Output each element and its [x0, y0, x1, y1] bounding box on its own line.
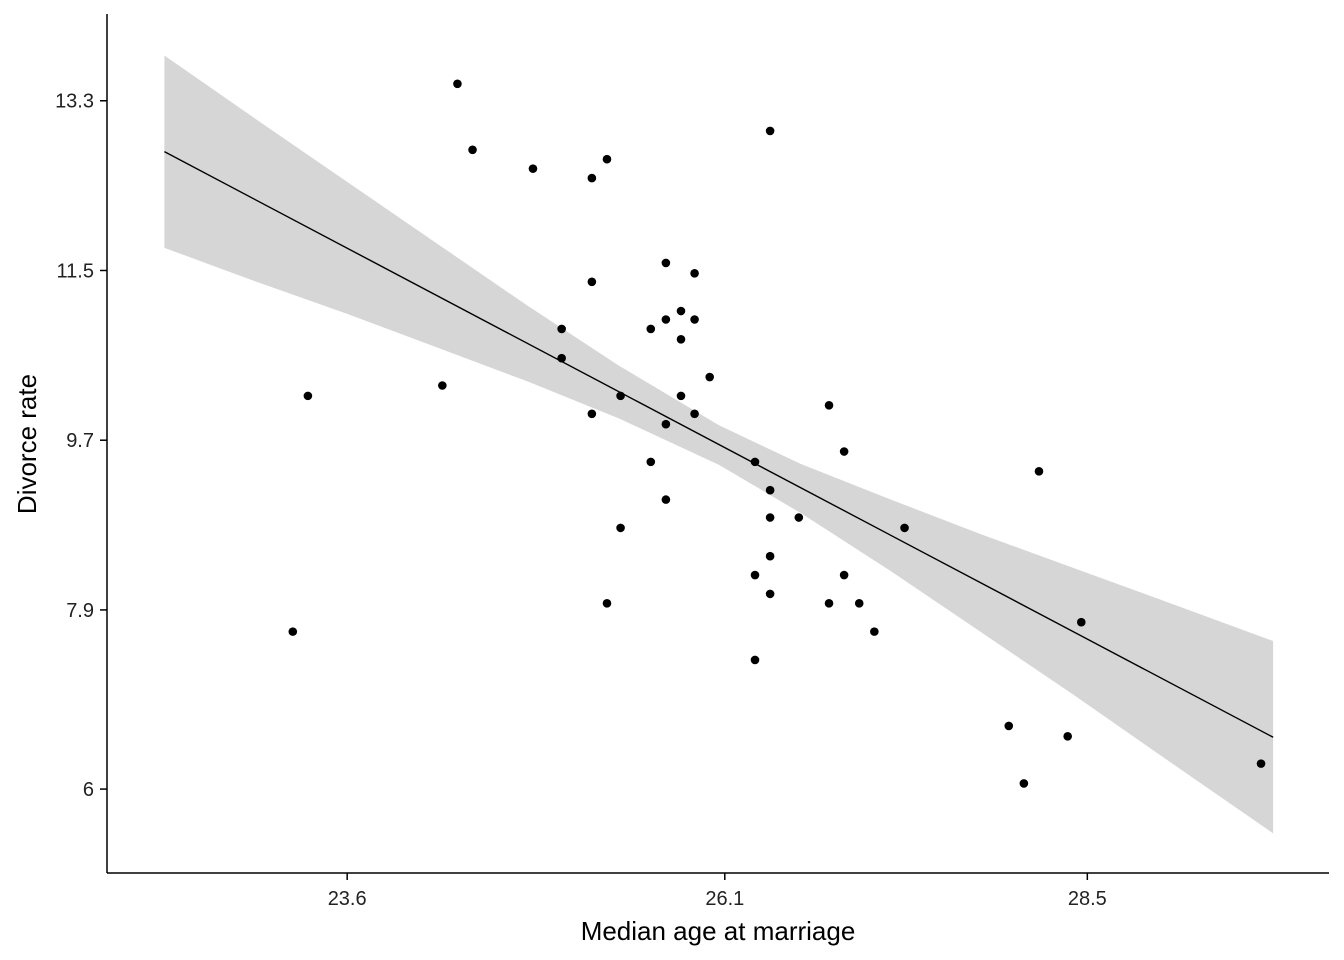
data-point [1256, 759, 1266, 768]
data-point [587, 173, 597, 183]
data-point [870, 627, 879, 636]
data-point [1076, 617, 1086, 627]
data-point [750, 570, 760, 580]
x-tick-label: 23.6 [328, 888, 367, 910]
data-point [900, 523, 909, 533]
data-point [557, 324, 566, 334]
data-point [661, 495, 671, 504]
y-tick-label: 11.5 [57, 260, 94, 282]
data-point [676, 391, 686, 401]
data-point [824, 599, 834, 608]
data-point [765, 513, 775, 522]
data-point [468, 145, 477, 155]
regression-line [164, 151, 1274, 738]
data-point [661, 258, 671, 268]
data-point [602, 154, 612, 164]
y-tick-label: 13.3 [55, 91, 94, 113]
data-point [765, 485, 775, 495]
data-point [646, 457, 656, 467]
data-point [765, 589, 775, 599]
data-point [1063, 731, 1072, 741]
data-point [1034, 467, 1044, 476]
data-point [765, 551, 775, 561]
data-point [854, 599, 864, 608]
data-point [438, 381, 447, 390]
data-point [794, 513, 804, 522]
data-point [824, 401, 834, 410]
points-layer [288, 79, 1266, 788]
fit-line-layer [164, 151, 1274, 738]
data-point [557, 353, 566, 363]
data-point [839, 447, 849, 456]
data-point [676, 306, 686, 316]
y-axis-title: Divorce rate [12, 374, 42, 514]
data-point [750, 457, 760, 467]
data-point [765, 126, 775, 136]
data-point [616, 523, 625, 533]
data-point [587, 277, 597, 287]
data-point [1019, 779, 1029, 788]
data-point [528, 164, 538, 173]
data-point [616, 391, 625, 401]
ticks-layer: 23.6 26.1 28.5 6 7.9 9.7 11.5 13.3 [55, 91, 1107, 910]
y-tick-label: 9.7 [66, 430, 94, 452]
x-axis-title: Median age at marriage [581, 916, 856, 946]
data-point [602, 599, 612, 608]
data-point [587, 409, 597, 419]
data-point [453, 79, 462, 89]
data-point [303, 391, 313, 401]
data-point [839, 570, 849, 580]
data-point [676, 335, 686, 344]
data-point [661, 315, 671, 324]
data-point [1004, 721, 1014, 731]
data-point [750, 655, 760, 665]
data-point [690, 315, 699, 324]
data-point [646, 324, 656, 334]
x-tick-label: 26.1 [705, 888, 744, 910]
data-point [661, 419, 671, 429]
data-point [690, 269, 699, 278]
x-tick-label: 28.5 [1068, 888, 1107, 910]
data-point [690, 409, 699, 419]
data-point [705, 372, 714, 382]
y-tick-label: 6 [83, 779, 94, 801]
y-tick-label: 7.9 [66, 600, 94, 622]
data-point [288, 627, 298, 636]
